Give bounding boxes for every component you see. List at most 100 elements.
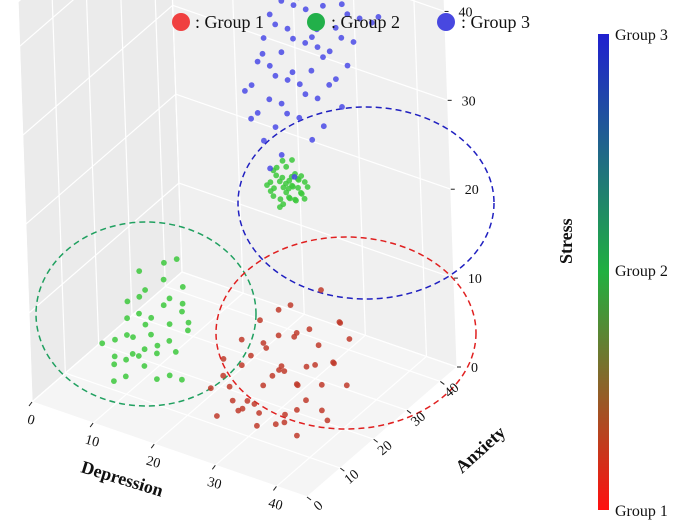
- data-point-group-2: [179, 300, 186, 307]
- data-point-group-3: [278, 0, 285, 4]
- data-point-group-3: [296, 114, 303, 121]
- data-point-group-2: [122, 373, 129, 380]
- x-tick-label: 20: [144, 454, 161, 472]
- data-point-group-2: [148, 331, 154, 338]
- gridline-x: [276, 355, 427, 487]
- data-point-group-1: [248, 352, 254, 359]
- data-point-group-3: [248, 115, 255, 122]
- data-point-group-2: [124, 332, 130, 338]
- data-point-group-2: [111, 353, 118, 360]
- data-point-group-1: [220, 372, 227, 379]
- data-point-group-3: [326, 82, 333, 88]
- z-tick-label: 0: [471, 361, 478, 376]
- data-point-group-3: [278, 100, 285, 107]
- data-point-group-3: [259, 50, 266, 57]
- data-point-group-3: [278, 49, 285, 56]
- data-point-group-2: [166, 372, 173, 379]
- data-point-group-3: [266, 11, 273, 18]
- data-point-group-3: [308, 67, 315, 74]
- gridline-x: [352, 0, 366, 336]
- data-point-group-1: [260, 340, 267, 346]
- gridline-y: [51, 0, 66, 374]
- data-point-group-1: [254, 422, 260, 429]
- data-point-group-2: [301, 179, 308, 185]
- data-point-group-1: [278, 363, 285, 369]
- data-point-group-2: [166, 295, 173, 302]
- data-point-group-3: [302, 6, 309, 13]
- data-point-group-2: [267, 188, 274, 195]
- gridline-z: [31, 271, 183, 403]
- data-point-group-1: [294, 432, 300, 439]
- gridline-z: [19, 0, 75, 47]
- legend-marker-group-1: [172, 13, 190, 31]
- z-axis-label: Stress: [556, 218, 576, 264]
- data-point-group-2: [298, 189, 304, 196]
- data-point-group-2: [124, 298, 131, 305]
- data-point-group-3: [254, 110, 261, 116]
- data-point-group-1: [244, 398, 251, 404]
- data-point-group-1: [214, 413, 220, 419]
- data-point-group-3: [320, 2, 326, 9]
- data-point-group-1: [257, 317, 263, 324]
- data-point-group-3: [290, 35, 296, 42]
- data-point-group-1: [226, 383, 233, 390]
- y-tick-label: 30: [409, 409, 429, 429]
- z-tick-label: 40: [459, 5, 473, 20]
- data-point-group-2: [161, 259, 167, 266]
- gridline-x: [413, 0, 428, 357]
- data-point-group-2: [172, 349, 179, 355]
- x-tick-label: 40: [267, 496, 284, 514]
- data-point-group-3: [290, 2, 297, 8]
- data-point-group-2: [99, 340, 106, 347]
- data-point-group-3: [272, 124, 279, 130]
- data-point-group-2: [148, 314, 155, 321]
- data-point-group-2: [142, 321, 149, 328]
- data-point-group-3: [284, 110, 290, 117]
- axes-panes: [17, 0, 458, 498]
- data-point-group-2: [286, 194, 292, 201]
- data-point-group-2: [111, 361, 118, 368]
- y-tick-mark: [406, 409, 412, 414]
- group-ellipses: [35, 106, 495, 430]
- data-point-group-2: [283, 163, 290, 170]
- gridline-y: [154, 0, 166, 287]
- data-point-group-3: [291, 174, 298, 180]
- data-point-group-3: [260, 35, 267, 41]
- data-point-group-3: [375, 14, 382, 20]
- data-point-group-1: [275, 332, 282, 339]
- data-point-group-2: [273, 172, 280, 179]
- data-point-group-1: [238, 362, 245, 369]
- data-point-group-3: [296, 81, 303, 88]
- gridline-y: [120, 0, 133, 316]
- data-point-group-1: [269, 372, 276, 379]
- ellipse-group-1: [215, 236, 477, 430]
- data-point-group-2: [123, 356, 129, 363]
- data-point-group-1: [281, 419, 288, 426]
- data-point-group-3: [309, 136, 316, 143]
- data-point-group-1: [306, 326, 313, 333]
- gridline-z: [178, 182, 455, 279]
- data-point-group-2: [283, 180, 289, 187]
- data-point-group-2: [179, 284, 186, 290]
- data-point-group-2: [166, 338, 173, 344]
- data-point-group-3: [254, 58, 261, 65]
- data-point-group-2: [173, 256, 180, 262]
- z-tick-label: 10: [468, 272, 482, 287]
- gridline-y: [31, 401, 308, 498]
- legend-label-group-3: : Group 3: [461, 12, 530, 32]
- data-point-group-2: [124, 315, 130, 322]
- data-point-group-1: [336, 319, 343, 325]
- data-point-group-2: [270, 193, 277, 200]
- data-point-group-1: [294, 407, 300, 413]
- data-point-group-3: [333, 76, 339, 82]
- data-point-group-2: [160, 302, 167, 309]
- data-point-group-1: [315, 342, 322, 349]
- data-point-group-1: [293, 381, 300, 388]
- scatter-points: [99, 0, 382, 439]
- data-point-group-3: [289, 69, 296, 76]
- colorbar: Group 3 Group 2 Group 1: [598, 27, 668, 520]
- legend-marker-group-2: [307, 13, 325, 31]
- data-point-group-3: [302, 91, 309, 98]
- data-point-group-2: [289, 157, 295, 163]
